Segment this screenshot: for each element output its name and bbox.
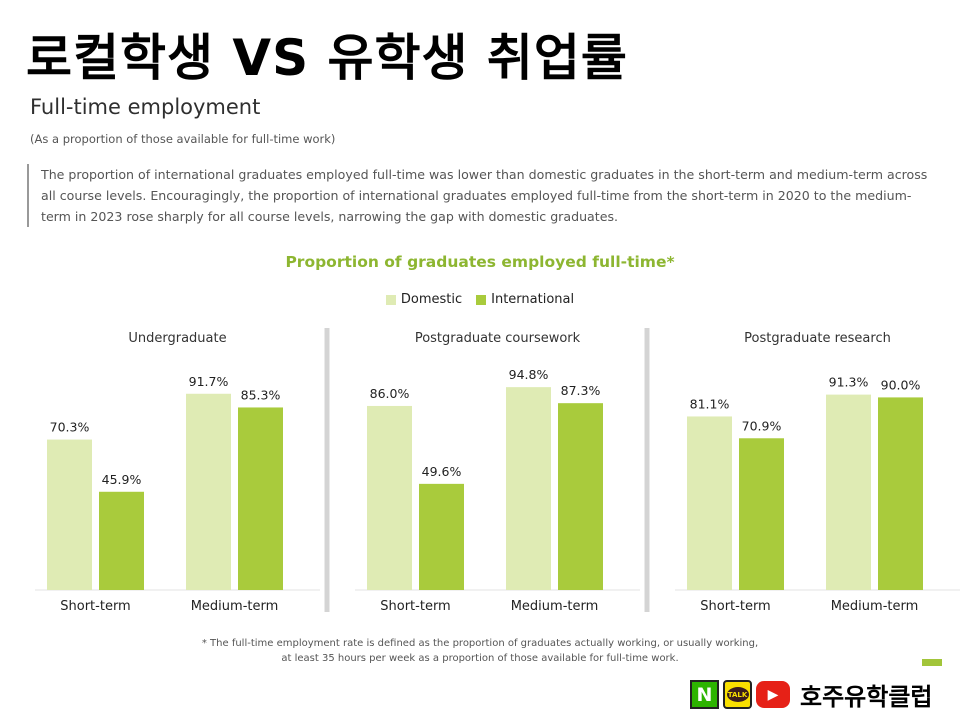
legend-item-international: International (476, 292, 574, 307)
talk-bubble: TALK (726, 687, 749, 702)
bar-international (419, 483, 464, 590)
bar-international (238, 407, 283, 590)
slide-title: 로컬학생 VS 유학생 취업률 (26, 29, 628, 87)
data-label: 49.6% (422, 464, 462, 479)
bar-domestic (367, 405, 412, 590)
legend-label-international: International (491, 292, 575, 307)
panel-title: Undergraduate (128, 331, 226, 346)
category-label: Short-term (700, 599, 770, 614)
data-label: 91.3% (829, 375, 869, 390)
bar-domestic (186, 393, 231, 590)
section-subheading: (As a proportion of those available for … (30, 132, 336, 146)
bar-international (878, 397, 923, 590)
data-label: 45.9% (102, 472, 142, 487)
chart-legend: Domestic International (0, 292, 960, 307)
accent-bar (922, 659, 942, 666)
bar-chart: Undergraduate 70.3% 45.9% Short-term 91.7% 85… (35, 328, 960, 614)
bar-domestic (826, 394, 871, 590)
kakaotalk-icon[interactable]: TALK (723, 680, 752, 709)
section-body-text: The proportion of international graduate… (27, 164, 937, 227)
bar-international (739, 438, 784, 590)
bar-international (99, 491, 144, 590)
data-label: 86.0% (370, 386, 410, 401)
footnote-line-1: * The full-time employment rate is defin… (201, 638, 759, 649)
legend-swatch-international (476, 294, 487, 305)
youtube-icon[interactable]: ▶ (756, 681, 790, 708)
category-label: Medium-term (511, 599, 599, 614)
category-label: Short-term (380, 599, 450, 614)
footnote: * The full-time employment rate is defin… (0, 636, 960, 666)
section-heading: Full-time employment (30, 95, 261, 119)
data-label: 81.1% (690, 396, 730, 411)
bar-international (558, 403, 603, 590)
legend-swatch-domestic (385, 294, 396, 305)
bar-domestic (687, 416, 732, 590)
category-label: Short-term (60, 599, 130, 614)
naver-letter: N (696, 683, 713, 706)
brand-name: 호주유학클럽 (800, 683, 933, 711)
category-label: Medium-term (191, 599, 279, 614)
bar-domestic (47, 439, 92, 590)
chart-title: Proportion of graduates employed full-ti… (285, 253, 675, 271)
bar-domestic (506, 387, 551, 590)
footnote-line-2: at least 35 hours per week as a proporti… (281, 653, 679, 664)
data-label: 70.3% (50, 420, 90, 435)
footer-brand: N TALK ▶ 호주유학클럽 (690, 677, 932, 712)
data-label: 94.8% (509, 367, 549, 382)
legend-item-domestic: Domestic (385, 292, 463, 307)
naver-icon[interactable]: N (690, 680, 719, 709)
panel-title: Postgraduate research (744, 331, 891, 346)
data-label: 90.0% (881, 377, 921, 392)
data-label: 87.3% (561, 383, 601, 398)
data-label: 91.7% (189, 374, 229, 389)
category-label: Medium-term (831, 599, 919, 614)
panel-title: Postgraduate coursework (415, 331, 581, 346)
legend-label-domestic: Domestic (400, 292, 463, 307)
data-label: 85.3% (241, 387, 281, 402)
data-label: 70.9% (742, 418, 782, 433)
